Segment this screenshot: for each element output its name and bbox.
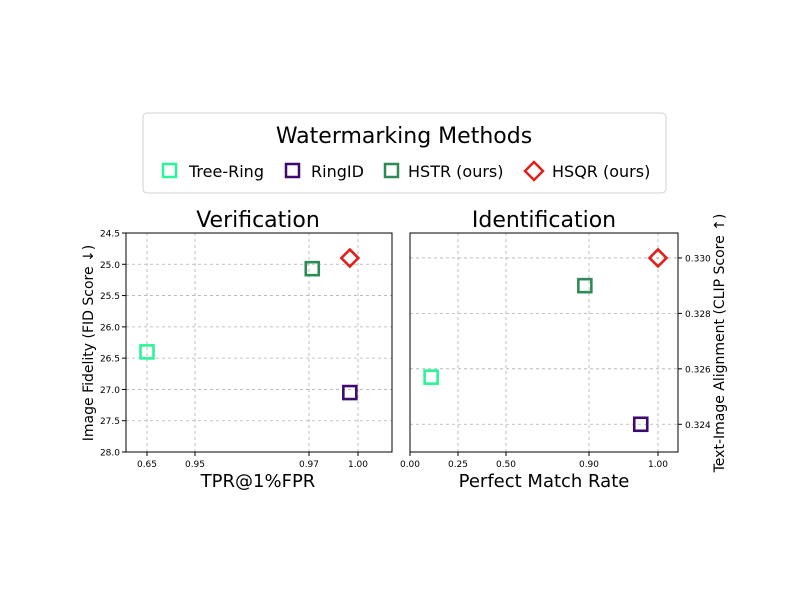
identification-xtick-label: 0.25 bbox=[448, 460, 468, 470]
legend-label-hsqr: HSQR (ours) bbox=[552, 162, 650, 181]
verification-point-ringid bbox=[342, 384, 358, 401]
identification-ylabel: Text-Image Alignment (CLIP Score ↑) bbox=[712, 214, 728, 474]
legend-label-hstr: HSTR (ours) bbox=[408, 162, 504, 181]
verification-x-ticks: 0.65 0.95 0.97 1.00 bbox=[137, 452, 368, 470]
legend-item-tree-ring: Tree-Ring bbox=[161, 162, 264, 181]
legend-title: Watermarking Methods bbox=[276, 124, 532, 149]
identification-ytick-label: 0.330 bbox=[685, 254, 711, 264]
verification-xtick-label: 0.65 bbox=[137, 460, 157, 470]
identification-title: Identification bbox=[472, 208, 616, 233]
verification-ytick-label: 27.5 bbox=[100, 417, 120, 427]
verification-ytick-label: 26.5 bbox=[100, 355, 120, 365]
verification-plot-frame bbox=[125, 232, 393, 453]
verification-ytick-label: 25.5 bbox=[100, 292, 120, 302]
verification-panel: Verification 24.5 25.0 25.5 26.0 26.5 27.0 27.… bbox=[81, 208, 393, 492]
identification-x-ticks: 0.00 0.25 0.50 0.90 1.00 bbox=[400, 452, 668, 470]
identification-ytick-label: 0.328 bbox=[685, 310, 711, 320]
identification-plot-frame bbox=[409, 232, 679, 453]
verification-point-tree-ring bbox=[139, 344, 155, 360]
legend: Watermarking Methods Tree-Ring RingID HS… bbox=[142, 112, 667, 194]
legend-label-tree-ring: Tree-Ring bbox=[188, 162, 264, 181]
identification-xlabel: Perfect Match Rate bbox=[459, 471, 630, 492]
legend-frame bbox=[142, 112, 667, 194]
verification-point-hstr-ours bbox=[304, 260, 321, 277]
identification-point-hsqr-ours bbox=[647, 247, 669, 269]
legend-marker-hsqr bbox=[523, 160, 545, 182]
identification-point-hstr-ours bbox=[577, 277, 593, 294]
legend-marker-ringid bbox=[284, 162, 301, 179]
identification-points bbox=[423, 247, 669, 433]
identification-grid bbox=[409, 233, 678, 452]
legend-item-ringid: RingID bbox=[284, 162, 364, 181]
identification-y-ticks: 0.324 0.326 0.328 0.330 bbox=[678, 254, 711, 431]
verification-ytick-label: 25.0 bbox=[100, 261, 120, 271]
verification-ylabel: Image Fidelity (FID Score ↓) bbox=[81, 245, 97, 441]
identification-xtick-label: 0.90 bbox=[579, 460, 599, 470]
verification-title: Verification bbox=[196, 208, 320, 233]
verification-y-ticks: 24.5 25.0 25.5 26.0 26.5 27.0 27.5 28.0 bbox=[100, 230, 126, 459]
verification-xtick-label: 0.95 bbox=[185, 460, 205, 470]
legend-marker-tree-ring bbox=[161, 162, 178, 179]
verification-point-hsqr-ours bbox=[339, 247, 361, 269]
identification-xtick-label: 0.50 bbox=[496, 460, 516, 470]
verification-xtick-label: 1.00 bbox=[348, 460, 368, 470]
verification-ytick-label: 24.5 bbox=[100, 230, 120, 240]
verification-xtick-label: 0.97 bbox=[299, 460, 319, 470]
identification-point-tree-ring bbox=[423, 369, 439, 385]
identification-panel: Identification 0.324 0.326 0.328 0.330 0.00… bbox=[400, 208, 728, 492]
verification-ytick-label: 27.0 bbox=[100, 386, 120, 396]
legend-item-hstr: HSTR (ours) bbox=[383, 162, 504, 181]
identification-ytick-label: 0.326 bbox=[685, 365, 711, 375]
verification-ytick-label: 26.0 bbox=[100, 323, 120, 333]
verification-ytick-label: 28.0 bbox=[100, 449, 120, 459]
verification-xlabel: TPR@1%FPR bbox=[200, 471, 316, 492]
verification-points bbox=[139, 247, 361, 401]
legend-label-ringid: RingID bbox=[311, 162, 364, 181]
legend-item-hsqr: HSQR (ours) bbox=[523, 160, 650, 182]
identification-xtick-label: 0.00 bbox=[400, 460, 420, 470]
identification-point-ringid bbox=[632, 416, 649, 433]
identification-ytick-label: 0.324 bbox=[685, 421, 711, 431]
legend-marker-hstr bbox=[383, 162, 400, 179]
identification-xtick-label: 1.00 bbox=[648, 460, 668, 470]
